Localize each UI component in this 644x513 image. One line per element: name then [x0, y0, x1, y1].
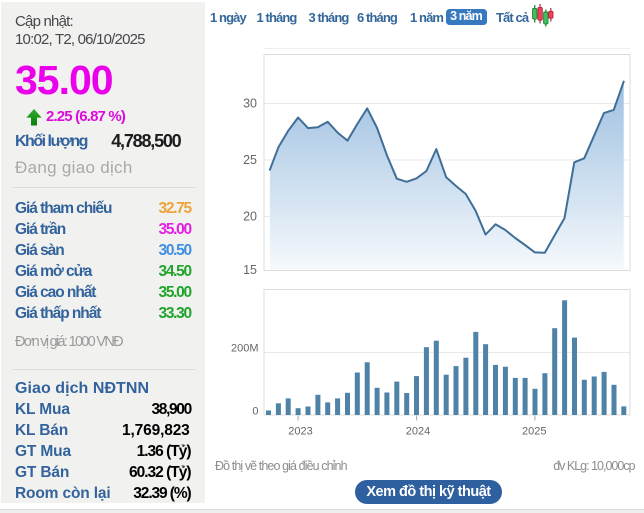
svg-text:2023: 2023 [288, 426, 312, 438]
svg-text:15: 15 [243, 263, 257, 277]
svg-text:200M: 200M [231, 343, 259, 355]
svg-text:20: 20 [243, 210, 257, 224]
svg-text:0: 0 [252, 406, 258, 418]
svg-text:25: 25 [243, 153, 257, 167]
svg-text:2024: 2024 [406, 426, 430, 438]
svg-text:2025: 2025 [522, 426, 546, 438]
svg-text:30: 30 [243, 97, 257, 111]
